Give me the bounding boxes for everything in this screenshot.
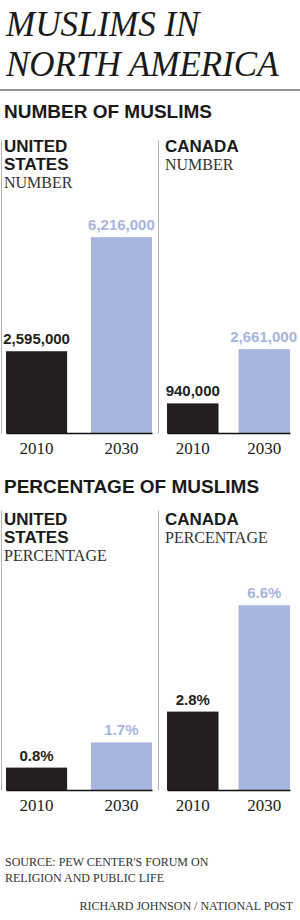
data-label: 2,595,000 [3, 330, 70, 347]
y-axis-line [158, 141, 159, 434]
text-line: UNITED [4, 137, 67, 156]
x-tick: 2010 [176, 796, 210, 815]
data-label: 1.7% [104, 721, 138, 738]
text-line: CANADA [165, 510, 239, 529]
x-axis: 2010 2030 [7, 791, 153, 816]
y-axis [1, 141, 2, 434]
x-tick-label: 2010 [176, 439, 210, 458]
y-axis-line [1, 511, 2, 791]
data-labels: 2.8% 6.6% [176, 584, 282, 707]
bar-chart: CANADAPERCENTAGE 2010 2030 2.8% 6.6% [159, 510, 291, 815]
data-labels: 940,000 2,661,000 [166, 328, 297, 399]
data-label: 6.6% [247, 584, 281, 601]
x-tick: 2010 [20, 439, 54, 458]
chart-subtitle: PERCENTAGE [4, 547, 107, 564]
y-axis [1, 511, 2, 791]
x-tick-label: 2030 [247, 439, 281, 458]
x-axis: 2010 2030 [168, 791, 291, 816]
data-label: 6,216,000 [88, 216, 155, 233]
y-axis-line [1, 141, 2, 434]
bar [91, 742, 152, 790]
data-label: 2,661,000 [230, 328, 297, 345]
bar-chart: UNITEDSTATESNUMBER 2010 2030 2,595,000 6,216… [2, 137, 155, 458]
bar [239, 349, 290, 433]
credit: RICHARD JOHNSON / NATIONAL POST [79, 899, 293, 913]
chart-subtitle: PERCENTAGE [165, 529, 268, 546]
x-tick-label: 2010 [20, 796, 54, 815]
x-tick-label: 2030 [104, 796, 138, 815]
x-tick: 2030 [247, 796, 281, 815]
x-axis-line [168, 790, 291, 792]
text-line: STATES [4, 155, 69, 174]
bars [167, 605, 290, 790]
x-axis: 2010 2030 [7, 434, 153, 459]
chart-title: UNITEDSTATES [4, 510, 69, 547]
chart-container: MUSLIMS INNORTH AMERICA NUMBER OF MUSLIMS… [0, 0, 300, 920]
data-labels: 0.8% 1.7% [19, 721, 138, 763]
text-line: UNITED [4, 510, 67, 529]
x-axis: 2010 2030 [168, 434, 291, 459]
section-heading: PERCENTAGE OF MUSLIMS [4, 476, 259, 497]
x-tick: 2030 [104, 796, 138, 815]
y-axis [158, 511, 159, 791]
x-axis-line [7, 790, 153, 792]
text-line: SOURCE: PEW CENTER'S FORUM ON [5, 855, 209, 869]
x-tick-label: 2010 [176, 796, 210, 815]
chart-title: UNITEDSTATES [4, 137, 69, 174]
x-tick-label: 2030 [104, 439, 138, 458]
text-line: NORTH AMERICA [5, 45, 279, 84]
x-tick: 2010 [20, 796, 54, 815]
data-label: 940,000 [166, 382, 220, 399]
x-tick: 2030 [247, 439, 281, 458]
chart-title: CANADA [165, 137, 239, 156]
x-tick-label: 2010 [20, 439, 54, 458]
data-label: 0.8% [19, 747, 53, 764]
x-axis-line [7, 433, 153, 435]
text-line: STATES [4, 528, 69, 547]
bar [167, 403, 218, 433]
title-rule [0, 89, 300, 90]
infographic: MUSLIMS INNORTH AMERICA NUMBER OF MUSLIMS… [0, 0, 300, 920]
bar [239, 605, 290, 790]
x-tick-label: 2030 [247, 796, 281, 815]
chart-title: CANADA [165, 510, 239, 529]
data-label: 2.8% [176, 691, 210, 708]
section-heading: NUMBER OF MUSLIMS [4, 101, 212, 122]
bar [6, 768, 67, 790]
text-line: MUSLIMS IN [5, 5, 201, 44]
main-title: MUSLIMS INNORTH AMERICA [5, 5, 279, 84]
bars [6, 742, 152, 790]
bar [6, 351, 67, 433]
bar [91, 237, 152, 433]
text-line: CANADA [165, 137, 239, 156]
chart-subtitle: NUMBER [4, 174, 73, 191]
x-tick: 2030 [104, 439, 138, 458]
x-tick: 2010 [176, 439, 210, 458]
bar [167, 712, 218, 790]
text-line: RELIGION AND PUBLIC LIFE [5, 871, 164, 885]
bar-chart: UNITEDSTATESPERCENTAGE 2010 2030 0.8% 1.7% [2, 510, 153, 815]
y-axis-line [158, 511, 159, 791]
data-labels: 2,595,000 6,216,000 [3, 216, 155, 347]
source-note: SOURCE: PEW CENTER'S FORUM ON RELIGION AN… [5, 855, 209, 885]
y-axis [158, 141, 159, 434]
bar-chart: CANADANUMBER 2010 2030 940,000 2,661,000 [159, 137, 298, 458]
chart-subtitle: NUMBER [165, 156, 234, 173]
x-axis-line [168, 433, 291, 435]
